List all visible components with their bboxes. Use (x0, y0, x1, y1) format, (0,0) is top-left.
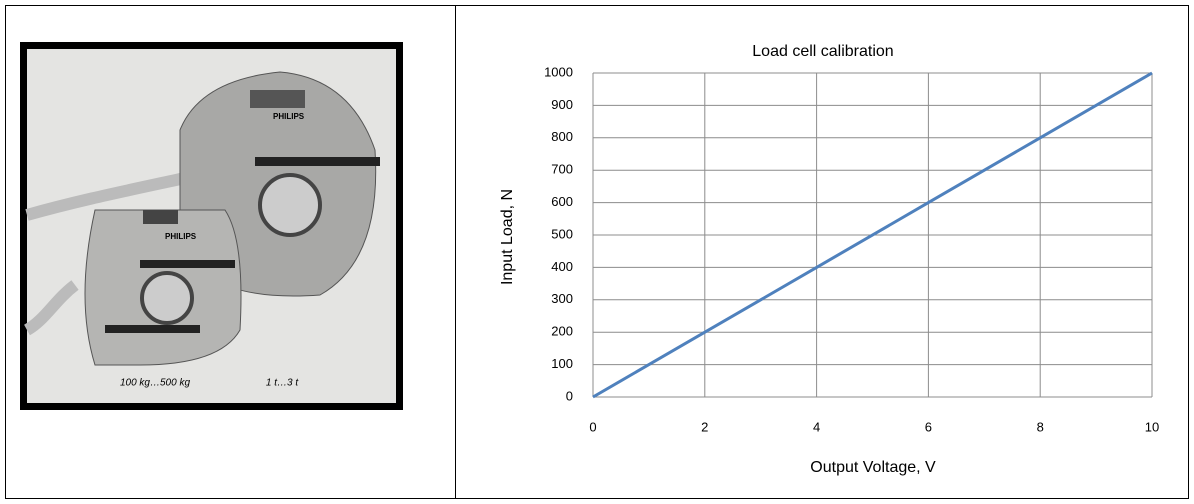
y-tick-label: 500 (551, 226, 573, 241)
x-tick-label: 6 (925, 419, 932, 434)
chart-title: Load cell calibration (752, 43, 893, 60)
y-tick-label: 600 (551, 194, 573, 209)
data-line (592, 71, 1153, 399)
y-tick-label: 200 (551, 324, 573, 339)
load-cell-bore (140, 271, 194, 325)
cable (23, 280, 79, 336)
y-tick-label: 100 (551, 356, 573, 371)
y-tick-label: 400 (551, 259, 573, 274)
y-tick-label: 0 (566, 388, 573, 403)
cable (25, 172, 187, 221)
load-cell-bore (258, 173, 322, 237)
table-border (5, 5, 1189, 499)
y-tick-label: 900 (551, 97, 573, 112)
y-tick-label: 300 (551, 291, 573, 306)
brand-label: PHILIPS (273, 112, 305, 121)
x-tick-label: 10 (1145, 419, 1159, 434)
load-cell-slot (105, 325, 200, 333)
y-tick-label: 800 (551, 129, 573, 144)
brand-label: PHILIPS (165, 232, 197, 241)
y-tick-label: 700 (551, 162, 573, 177)
photo: PHILIPS PHILIPS 100 kg…500 kg 1 t…3 t (20, 42, 403, 410)
y-axis-label: Input Load, N (499, 189, 516, 285)
x-tick-label: 4 (813, 419, 820, 434)
photo-caption: 1 t…3 t (266, 378, 299, 389)
load-cell-slot (140, 260, 235, 268)
x-axis-label: Output Voltage, V (810, 459, 936, 476)
x-tick-label: 0 (589, 419, 596, 434)
load-cell-part (143, 210, 178, 224)
x-tick-label: 2 (701, 419, 708, 434)
photo-caption: 100 kg…500 kg (120, 378, 190, 389)
x-tick-label: 8 (1037, 419, 1044, 434)
load-cell-slot (255, 157, 380, 166)
y-tick-label: 1000 (544, 64, 573, 79)
load-cell-part (250, 90, 305, 108)
